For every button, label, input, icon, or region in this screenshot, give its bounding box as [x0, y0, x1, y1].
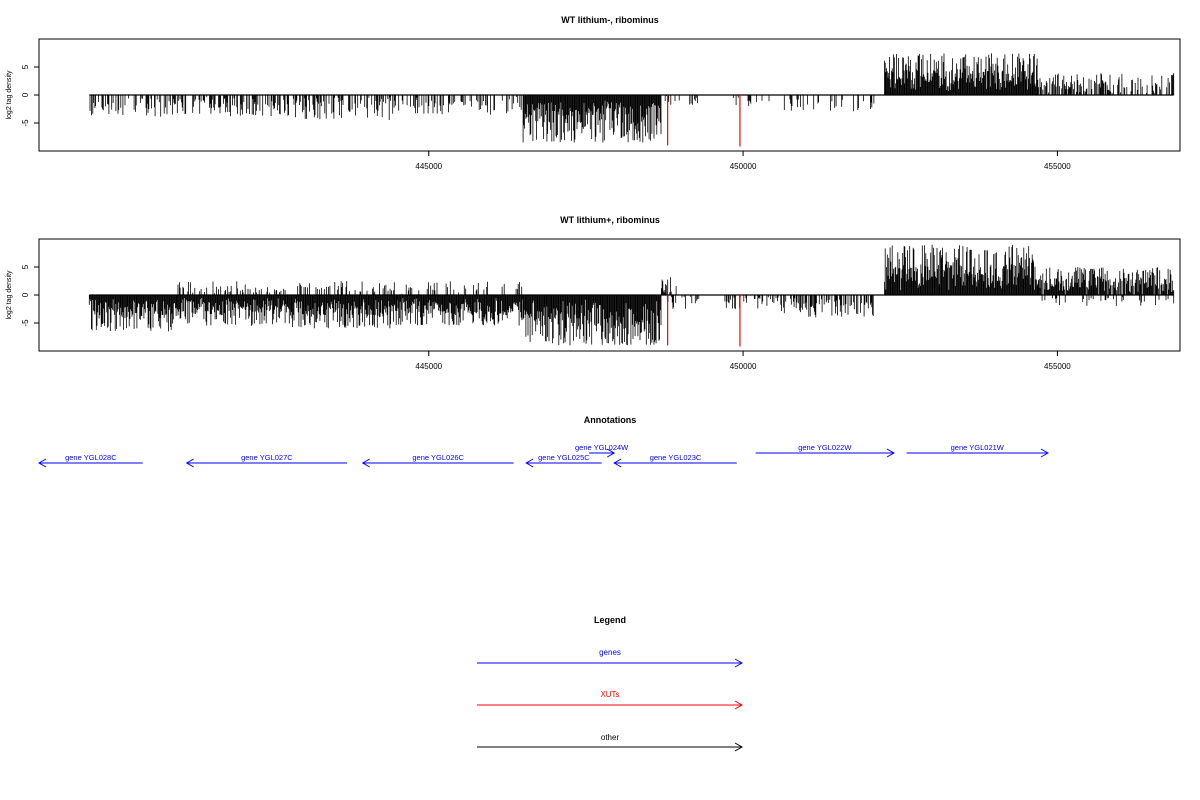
gene-arrowhead [613, 458, 622, 468]
gene-arrow: gene YGL025C [525, 453, 602, 468]
gene-arrow: gene YGL022W [755, 443, 895, 458]
y-tick-label: -5 [21, 319, 30, 327]
gene-arrow: gene YGL026C [361, 453, 514, 468]
y-tick-label: 0 [21, 92, 30, 97]
panel-title: WT lithium+, ribominus [560, 215, 660, 225]
gene-label: gene YGL026C [412, 453, 464, 462]
x-tick-label: 455000 [1044, 362, 1071, 371]
x-tick-label: 455000 [1044, 162, 1071, 171]
gene-arrowhead [606, 448, 616, 458]
legend-item-other: other [477, 733, 744, 752]
y-tick-label: 5 [21, 64, 30, 69]
gene-arrow: gene YGL024W [575, 443, 629, 458]
gene-label: gene YGL027C [241, 453, 293, 462]
density-bars [88, 244, 1175, 346]
panel-title: WT lithium-, ribominus [561, 15, 659, 25]
legend-arrowhead [734, 658, 744, 668]
x-axis-ticks: 445000 450000 455000 [415, 350, 1071, 371]
x-tick-label: 450000 [730, 162, 757, 171]
gene-arrowhead [1040, 448, 1049, 458]
legend-item-genes: genes [477, 648, 744, 668]
y-tick-label: -5 [21, 119, 30, 127]
annotations-title: Annotations [584, 415, 637, 425]
gene-label: gene YGL022W [798, 443, 852, 452]
legend-item-xuts: XUTs [477, 690, 744, 710]
gene-label: gene YGL021W [951, 443, 1005, 452]
legend-label: genes [599, 648, 621, 657]
legend-title: Legend [594, 615, 626, 625]
legend-arrowhead [734, 742, 744, 752]
legend-label: XUTs [600, 690, 619, 699]
track-panel-lithium-plus: WT lithium+, ribominus log2 tag density … [6, 215, 1181, 371]
gene-arrows: gene YGL028C gene YGL027C gene YGL026C gene… [37, 443, 1049, 468]
annotations-panel: Annotations gene YGL028C gene YGL027C gene… [37, 415, 1049, 468]
gene-label: gene YGL028C [65, 453, 117, 462]
x-tick-label: 445000 [415, 162, 442, 171]
xut-markers [667, 295, 741, 347]
gene-arrowhead [886, 448, 895, 458]
x-tick-label: 450000 [730, 362, 757, 371]
xut-markers [667, 95, 741, 147]
density-bars [89, 53, 1175, 143]
gene-label: gene YGL025C [538, 453, 590, 462]
y-tick-label: 0 [21, 292, 30, 297]
legend: Legend genes XUTs other [477, 615, 744, 752]
legend-label: other [601, 733, 620, 742]
gene-arrow: gene YGL027C [185, 453, 348, 468]
gene-arrowhead [185, 458, 194, 468]
gene-arrow: gene YGL021W [906, 443, 1049, 458]
gene-label: gene YGL024W [575, 443, 629, 452]
gene-arrow: gene YGL028C [37, 453, 143, 468]
y-axis-ticks: -5 0 5 [21, 264, 40, 327]
gene-label: gene YGL023C [650, 453, 702, 462]
gene-arrowhead [37, 458, 47, 468]
gene-arrow: gene YGL023C [613, 453, 737, 468]
gene-arrowhead [525, 458, 534, 468]
legend-arrowhead [734, 700, 744, 710]
y-axis-ticks: -5 0 5 [21, 64, 40, 127]
x-axis-ticks: 445000 450000 455000 [415, 150, 1071, 171]
y-axis-label: log2 tag density [6, 70, 13, 120]
x-tick-label: 445000 [415, 362, 442, 371]
y-axis-label: log2 tag density [6, 270, 13, 320]
track-panel-lithium-minus: WT lithium-, ribominus log2 tag density … [6, 15, 1181, 171]
gene-arrowhead [361, 458, 371, 468]
y-tick-label: 5 [21, 264, 30, 269]
